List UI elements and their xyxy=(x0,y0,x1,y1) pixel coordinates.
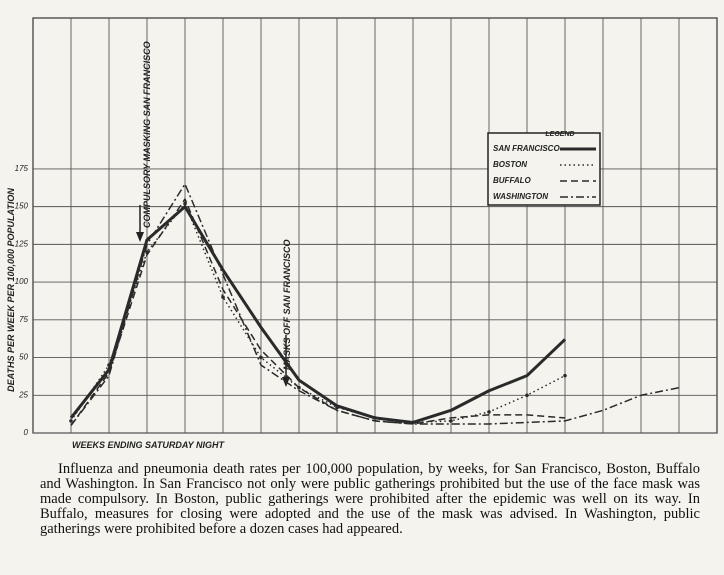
point xyxy=(525,393,529,398)
series-line xyxy=(70,198,566,426)
point xyxy=(335,405,339,410)
legend-label: WASHINGTON xyxy=(493,192,548,201)
series-line xyxy=(70,183,680,426)
y-tick-label: 25 xyxy=(18,390,28,399)
legend-label: BOSTON xyxy=(493,160,527,169)
x-axis-title: WEEKS ENDING SATURDAY NIGHT xyxy=(72,440,226,450)
point xyxy=(449,419,453,423)
point xyxy=(69,419,73,423)
y-tick-label: 0 xyxy=(24,428,29,437)
annotation-arrowhead xyxy=(136,232,144,242)
legend-title: LEGEND xyxy=(545,131,574,138)
caption: Influenza and pneumonia death rates per … xyxy=(40,461,700,537)
legend-label: SAN FRANCISCO xyxy=(493,144,560,153)
legend-label: BUFFALO xyxy=(493,176,532,185)
chart: DEATHS PER WEEK PER 100,000 POPULATION W… xyxy=(6,17,718,450)
legend-box xyxy=(487,132,601,206)
y-axis-title: DEATHS PER WEEK PER 100,000 POPULATION xyxy=(6,188,16,392)
y-tick-label: 150 xyxy=(15,202,29,211)
y-tick-label: 175 xyxy=(15,164,29,173)
y-tick-label: 50 xyxy=(19,353,28,362)
point xyxy=(563,373,567,378)
point xyxy=(373,416,377,420)
y-tick-label: 125 xyxy=(15,239,29,248)
y-tick-label: 75 xyxy=(19,315,28,324)
series-line xyxy=(70,202,566,424)
point xyxy=(221,295,225,299)
annotation: COMPULSORY MASKING SAN FRANCISCO xyxy=(142,41,152,228)
point xyxy=(107,363,111,367)
series-line xyxy=(69,205,567,424)
annotation: MASKS OFF SAN FRANCISCO xyxy=(282,240,292,371)
point xyxy=(487,410,491,414)
point xyxy=(259,355,263,360)
y-tick-label: 100 xyxy=(15,277,29,286)
